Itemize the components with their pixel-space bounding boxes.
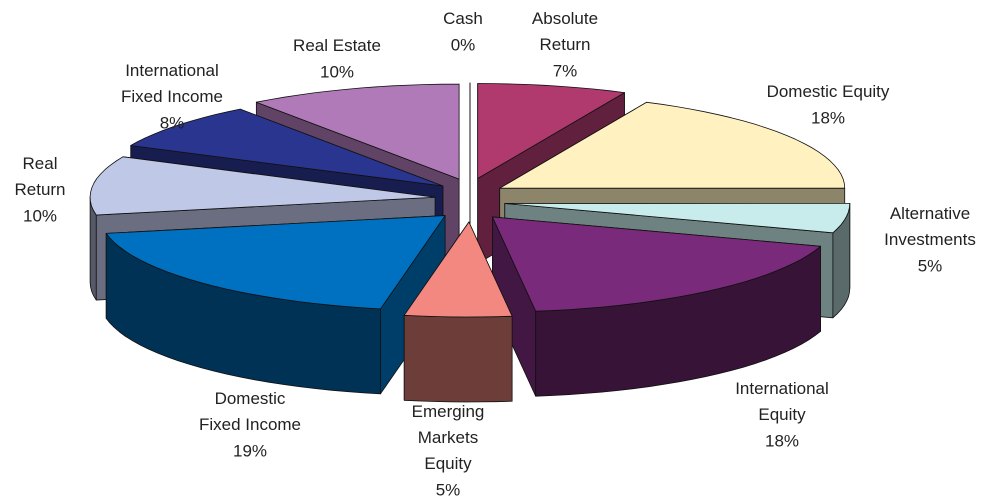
label-line: Real [23,154,58,173]
slice-top [105,215,446,310]
value-label: 0% [451,35,476,54]
value-label: 10% [23,206,57,225]
slice-label: Emerging Markets Equity [412,402,485,473]
label-line: Equity [424,454,472,473]
slice-label: International Equity [735,379,829,424]
value-label: 18% [765,431,799,450]
slice-label: Domestic Equity [767,82,890,101]
slice-label: Cash [443,9,483,28]
slice-top [403,221,513,318]
slice-top [492,216,821,312]
label-line: Equity [758,405,806,424]
label-line: International [125,61,219,80]
label-line: Real Estate [293,36,381,55]
slice-top [504,203,851,234]
label-line: International [735,379,829,398]
pie-slice [403,221,513,403]
label-line: Investments [884,230,976,249]
label-line: Absolute [532,9,598,28]
label-line: Domestic Equity [767,82,890,101]
value-label: 5% [918,256,943,275]
slice-label: Real Return [14,154,65,199]
value-label: 18% [811,108,845,127]
pie-slice [492,216,821,397]
label-line: Emerging [412,402,485,421]
slice-label: Absolute Return [532,9,598,54]
slice-top [89,156,436,216]
label-line: Fixed Income [199,415,301,434]
value-label: 10% [320,62,354,81]
label-line: Cash [443,9,483,28]
label-line: Fixed Income [121,87,223,106]
slice-label: Domestic Fixed Income [199,389,301,434]
value-label: 19% [233,441,267,460]
label-line: Alternative [890,204,970,223]
label-line: Return [539,35,590,54]
slice-top [499,101,846,189]
value-label: 8% [160,113,185,132]
value-label: 7% [553,61,578,80]
pie-slice [105,215,446,395]
slice-top [477,83,625,179]
slice-label: International Fixed Income [121,61,223,106]
value-label: 5% [436,480,461,498]
label-line: Return [14,180,65,199]
slice-label: Alternative Investments [884,204,976,249]
label-line: Markets [418,428,478,447]
slice-top [255,83,460,180]
label-line: Domestic [215,389,286,408]
slice-side [403,314,513,403]
slice-label: Real Estate [293,36,381,55]
slice-top [130,108,444,187]
